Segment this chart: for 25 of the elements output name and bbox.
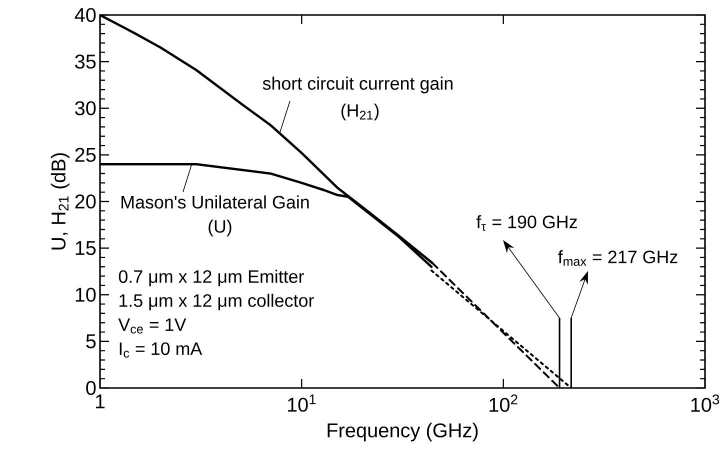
x-axis-title: Frequency (GHz) bbox=[328, 422, 478, 442]
annotation: I$_{c}$ = 10 mA bbox=[120, 342, 202, 358]
y-tick-label: 40 bbox=[74, 8, 96, 22]
x-tick-label: 10$^{1}$ bbox=[288, 394, 316, 412]
annotation: Mason's Unilateral Gain bbox=[122, 195, 309, 209]
annotation: (H$_{21}$) bbox=[341, 104, 379, 120]
x-tick-label: 1 bbox=[96, 394, 105, 408]
annotation: f$_{max}$ = 217 GHz bbox=[558, 250, 678, 266]
annotation: short circuit current gain bbox=[262, 76, 452, 94]
y-tick-label: 5 bbox=[86, 334, 96, 348]
y-axis-title: U, H$_{21}$ (dB) bbox=[50, 153, 70, 250]
annotation: 0.7 μm x 12 μm Emitter bbox=[118, 270, 304, 286]
annotation: (U) bbox=[208, 220, 232, 236]
y-tick-label: 15 bbox=[76, 241, 96, 256]
annotation: 1.5 μm x 12 μm collector bbox=[120, 294, 314, 310]
annotation: f$_{τ}$ = 190 GHz bbox=[476, 215, 577, 231]
x-tick-label: 10$^{3}$ bbox=[691, 394, 720, 412]
y-tick-label: 0 bbox=[86, 380, 96, 396]
y-tick-label: 25 bbox=[75, 148, 96, 162]
x-tick-label: 10$^{2}$ bbox=[490, 394, 518, 412]
y-tick-label: 20 bbox=[75, 194, 96, 209]
y-tick-label: 30 bbox=[75, 101, 96, 116]
y-tick-label: 10 bbox=[76, 288, 96, 302]
y-tick-label: 35 bbox=[75, 54, 96, 69]
annotation: V$_{ce}$ = 1V bbox=[118, 318, 186, 334]
